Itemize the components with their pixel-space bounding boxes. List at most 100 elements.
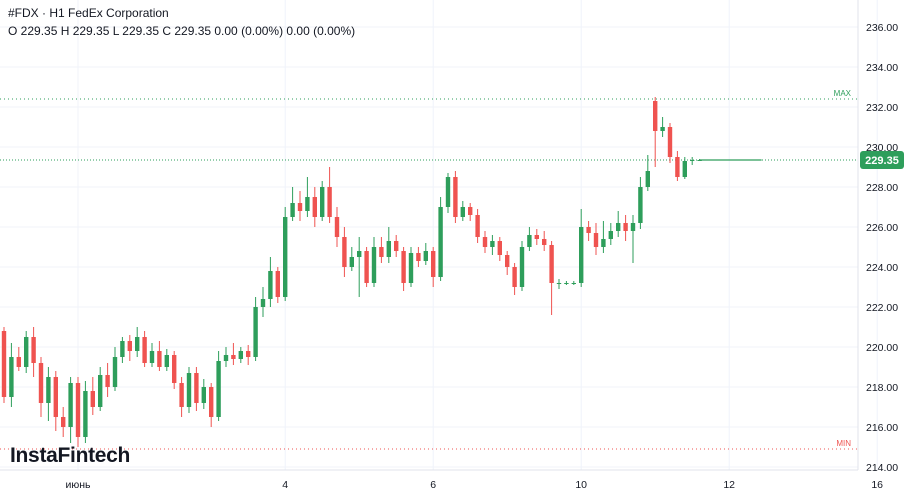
candle-body xyxy=(334,217,340,237)
candle xyxy=(490,235,495,255)
candle-body xyxy=(31,337,36,363)
candle-body xyxy=(645,171,650,187)
candle-body xyxy=(549,245,554,283)
candle-body xyxy=(320,187,325,217)
candle xyxy=(61,407,66,437)
candle xyxy=(556,279,562,289)
min-label: MIN xyxy=(836,439,851,448)
x-tick-label: июнь xyxy=(65,479,91,491)
candle-body xyxy=(364,251,369,283)
candle xyxy=(371,237,377,287)
candle xyxy=(601,221,606,253)
current-price-label: 229.35 xyxy=(865,155,899,167)
candle-body xyxy=(172,355,177,383)
candle-body xyxy=(630,223,636,231)
candle xyxy=(305,177,310,217)
candle-body xyxy=(653,101,658,131)
ohlc-readout: O 229.35 H 229.35 L 229.35 C 229.35 0.00… xyxy=(8,24,356,38)
candle-body xyxy=(386,241,391,257)
candle-body xyxy=(482,237,488,247)
candle-body xyxy=(327,187,332,217)
candle xyxy=(564,281,569,285)
x-tick-label: 6 xyxy=(430,479,436,491)
y-axis: 214.00 216.00 218.00 220.00 222.00 224.00 226.… xyxy=(866,22,898,474)
candle-body xyxy=(209,387,214,417)
candle xyxy=(653,97,658,167)
candle-body xyxy=(608,231,613,239)
chart-grid xyxy=(0,0,878,471)
y-tick-label: 226.00 xyxy=(866,222,898,234)
candle-body xyxy=(475,215,480,237)
candle xyxy=(268,257,273,307)
candle-body xyxy=(690,160,695,161)
candle xyxy=(608,223,613,245)
candle-body xyxy=(660,127,665,131)
x-tick-label: 4 xyxy=(282,479,288,491)
candle-body xyxy=(283,217,288,297)
candle xyxy=(9,343,14,407)
candle-body xyxy=(105,375,110,387)
candle-body xyxy=(68,383,73,427)
price-labels: 229.35 xyxy=(860,151,904,169)
candle-body xyxy=(519,247,525,287)
candle xyxy=(431,247,436,287)
candle-body xyxy=(564,283,569,284)
candle-body xyxy=(127,341,132,351)
candle-body xyxy=(164,355,169,367)
candle xyxy=(297,191,303,221)
candle xyxy=(112,347,118,391)
candle xyxy=(534,229,539,245)
candle xyxy=(675,151,680,181)
candle xyxy=(260,287,266,317)
candle-body xyxy=(593,233,599,247)
candle xyxy=(616,211,621,237)
candle xyxy=(593,223,599,255)
candle xyxy=(542,231,547,251)
candle-body xyxy=(601,239,606,247)
candle-body xyxy=(90,391,95,407)
candle xyxy=(408,247,414,287)
candle-body xyxy=(216,361,221,417)
candle-body xyxy=(371,247,377,283)
candle xyxy=(527,227,532,251)
candle xyxy=(660,117,665,137)
candle xyxy=(186,367,192,413)
candle xyxy=(179,377,184,417)
candle xyxy=(690,157,695,165)
candle-body xyxy=(179,383,184,407)
candle xyxy=(586,221,591,241)
max-label: MAX xyxy=(834,89,852,98)
candle-body xyxy=(579,227,584,283)
candle-body xyxy=(512,267,517,287)
candle xyxy=(38,357,44,417)
candle xyxy=(519,241,525,291)
candle xyxy=(682,157,687,179)
y-tick-label: 234.00 xyxy=(866,62,898,74)
candle-body xyxy=(312,197,317,217)
candle xyxy=(142,331,147,367)
candle xyxy=(312,187,317,227)
candle-body xyxy=(98,375,103,407)
candle xyxy=(127,335,132,361)
candlestick-series xyxy=(1,97,762,447)
candle-body xyxy=(682,161,687,177)
y-tick-label: 224.00 xyxy=(866,262,898,274)
candle xyxy=(320,181,325,221)
candle xyxy=(645,155,650,191)
candle xyxy=(253,297,258,361)
candle xyxy=(157,341,162,371)
candle xyxy=(571,281,576,285)
candle xyxy=(482,231,488,253)
candle xyxy=(223,347,229,367)
candle-body xyxy=(297,203,303,211)
candle-body xyxy=(445,177,451,207)
candle xyxy=(505,251,510,275)
candle-body xyxy=(527,235,532,247)
candle-body xyxy=(534,235,539,239)
candle-body xyxy=(186,373,192,407)
y-tick-label: 220.00 xyxy=(866,342,898,354)
candle xyxy=(149,343,155,367)
candle-body xyxy=(142,337,147,363)
candle-body xyxy=(157,351,162,367)
